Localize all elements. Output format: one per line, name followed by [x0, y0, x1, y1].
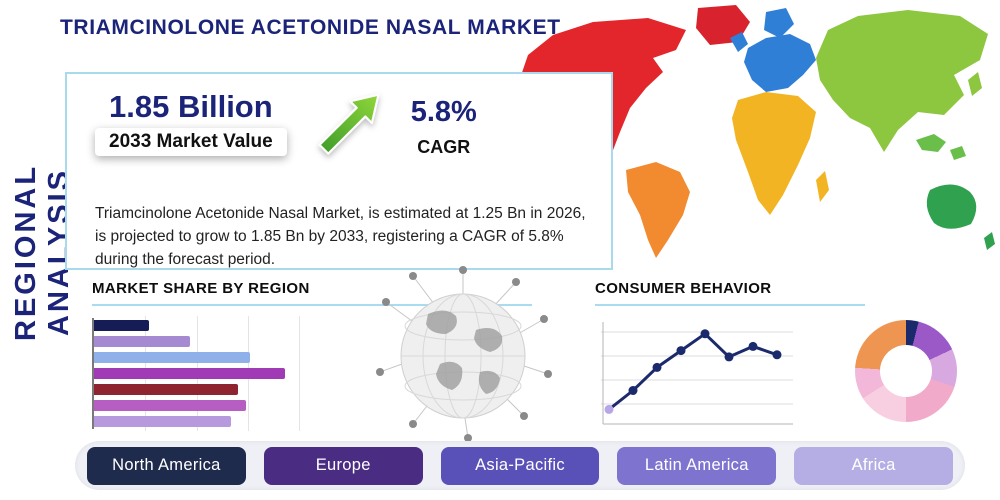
cagr-label: CAGR [417, 137, 471, 157]
map-south-america [626, 162, 690, 258]
stats-box: 1.85 Billion 2033 Market Value 5.8% CAGR… [65, 72, 613, 270]
region-button-latin-america[interactable]: Latin America [617, 446, 777, 485]
consumer-behavior-heading: CONSUMER BEHAVIOR [595, 280, 865, 306]
map-new-zealand [984, 232, 995, 250]
region-button-africa[interactable]: Africa [794, 446, 953, 485]
map-europe [744, 34, 816, 92]
region-buttons-bar: North America Europe Asia-Pacific Latin Ame… [75, 441, 965, 490]
region-button-europe[interactable]: Europe [263, 446, 423, 485]
map-africa [732, 92, 816, 215]
bar-region-7 [94, 416, 232, 427]
bar-region-4 [94, 368, 285, 379]
region-button-asia-pacific[interactable]: Asia-Pacific [440, 446, 600, 485]
consumer-behavior-line-chart [601, 322, 793, 425]
map-japan [968, 72, 982, 96]
world-map [516, 5, 995, 258]
cagr-block: 5.8% CAGR [411, 96, 477, 158]
bar-region-3 [94, 352, 250, 363]
region-donut-chart [855, 320, 957, 422]
map-madagascar [816, 171, 829, 202]
region-button-north-america[interactable]: North America [87, 446, 246, 485]
stats-row: 1.85 Billion 2033 Market Value 5.8% CAGR [95, 89, 477, 158]
bar-region-1 [94, 320, 150, 331]
cagr-value: 5.8% [410, 96, 477, 128]
bar-region-5 [94, 384, 238, 395]
map-uk [730, 32, 748, 52]
consumer-behavior-section: CONSUMER BEHAVIOR [595, 280, 865, 432]
market-value-label: 2033 Market Value [95, 128, 287, 157]
map-asia [816, 10, 988, 152]
market-share-section: MARKET SHARE BY REGION [92, 280, 532, 431]
bar-region-6 [94, 400, 246, 411]
page-title: TRIAMCINOLONE ACETONIDE NASAL MARKET [60, 16, 561, 39]
bar-chart-gridline [299, 316, 300, 431]
donut-hole [880, 345, 932, 397]
market-share-bar-chart [92, 316, 300, 431]
map-scandinavia [764, 8, 794, 38]
market-value: 1.85 Billion [109, 89, 273, 124]
map-southeast-asia-islands [916, 134, 966, 160]
market-share-heading: MARKET SHARE BY REGION [92, 280, 532, 306]
market-value-block: 1.85 Billion 2033 Market Value [95, 89, 287, 157]
bar-region-2 [94, 336, 191, 347]
market-description: Triamcinolone Acetonide Nasal Market, is… [95, 204, 586, 269]
globe-network-graphic [376, 266, 552, 442]
growth-arrow-icon [318, 93, 380, 155]
map-australia [926, 184, 977, 229]
